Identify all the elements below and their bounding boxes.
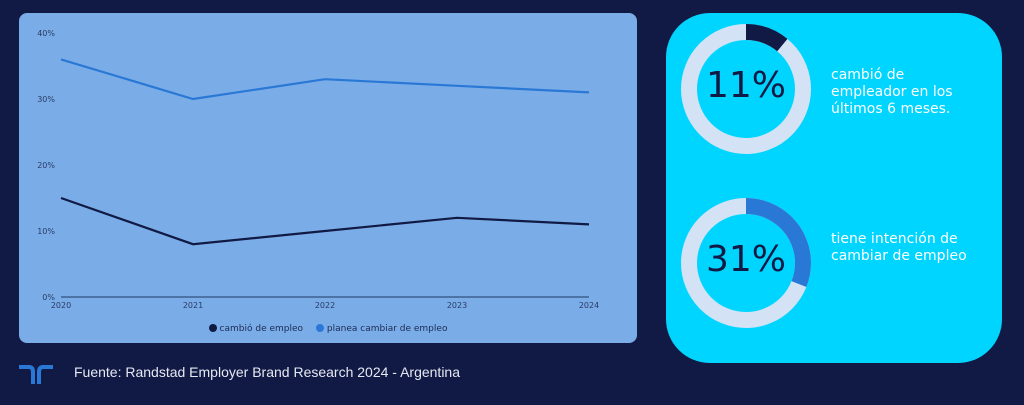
y-tick-label: 40%	[37, 29, 55, 38]
desc-line: cambió de	[831, 67, 991, 84]
chart-legend: cambió de empleo planea cambiar de emple…	[19, 324, 637, 334]
legend-dot-cambio	[209, 324, 217, 332]
stat-intencion-cambio: 31% tiene intención de cambiar de empleo	[666, 197, 1002, 337]
legend-label-planea: planea cambiar de empleo	[327, 324, 448, 334]
stat-description: tiene intención de cambiar de empleo	[831, 231, 991, 265]
desc-line: empleador en los	[831, 84, 991, 101]
desc-line: cambiar de empleo	[831, 248, 991, 265]
desc-line: últimos 6 meses.	[831, 101, 991, 118]
y-tick-label: 30%	[37, 95, 55, 104]
stat-description: cambió de empleador en los últimos 6 mes…	[831, 67, 991, 118]
legend-dot-planea	[316, 324, 324, 332]
line-chart-panel: 0% 10% 20% 30% 40% 2020 2021 2022 2023 2024 cambi…	[19, 13, 637, 343]
footer: Fuente: Randstad Employer Brand Research…	[0, 356, 1024, 396]
line-chart: 0%10%20%30%40%2020 2021 2022 2023 2024	[19, 13, 637, 343]
source-text: Fuente: Randstad Employer Brand Research…	[74, 364, 460, 380]
legend-item-planea: planea cambiar de empleo	[316, 324, 448, 334]
legend-item-cambio: cambió de empleo	[209, 324, 303, 334]
desc-line: tiene intención de	[831, 231, 991, 248]
x-tick-label: 2024	[579, 301, 599, 310]
stat-cambio-empleador: 11% cambió de empleador en los últimos 6…	[666, 23, 1002, 163]
y-tick-label: 20%	[37, 161, 55, 170]
x-tick-label: 2022	[315, 301, 335, 310]
stats-panel: 11% cambió de empleador en los últimos 6…	[666, 13, 1002, 363]
x-tick-label: 2023	[447, 301, 467, 310]
legend-label-cambio: cambió de empleo	[220, 324, 303, 334]
y-tick-label: 10%	[37, 227, 55, 236]
x-tick-label: 2020	[51, 301, 71, 310]
randstad-logo-icon	[18, 364, 54, 386]
stat-value: 11%	[680, 65, 812, 106]
x-tick-label: 2021	[183, 301, 203, 310]
series-line-0	[61, 198, 589, 244]
stat-value: 31%	[680, 239, 812, 280]
